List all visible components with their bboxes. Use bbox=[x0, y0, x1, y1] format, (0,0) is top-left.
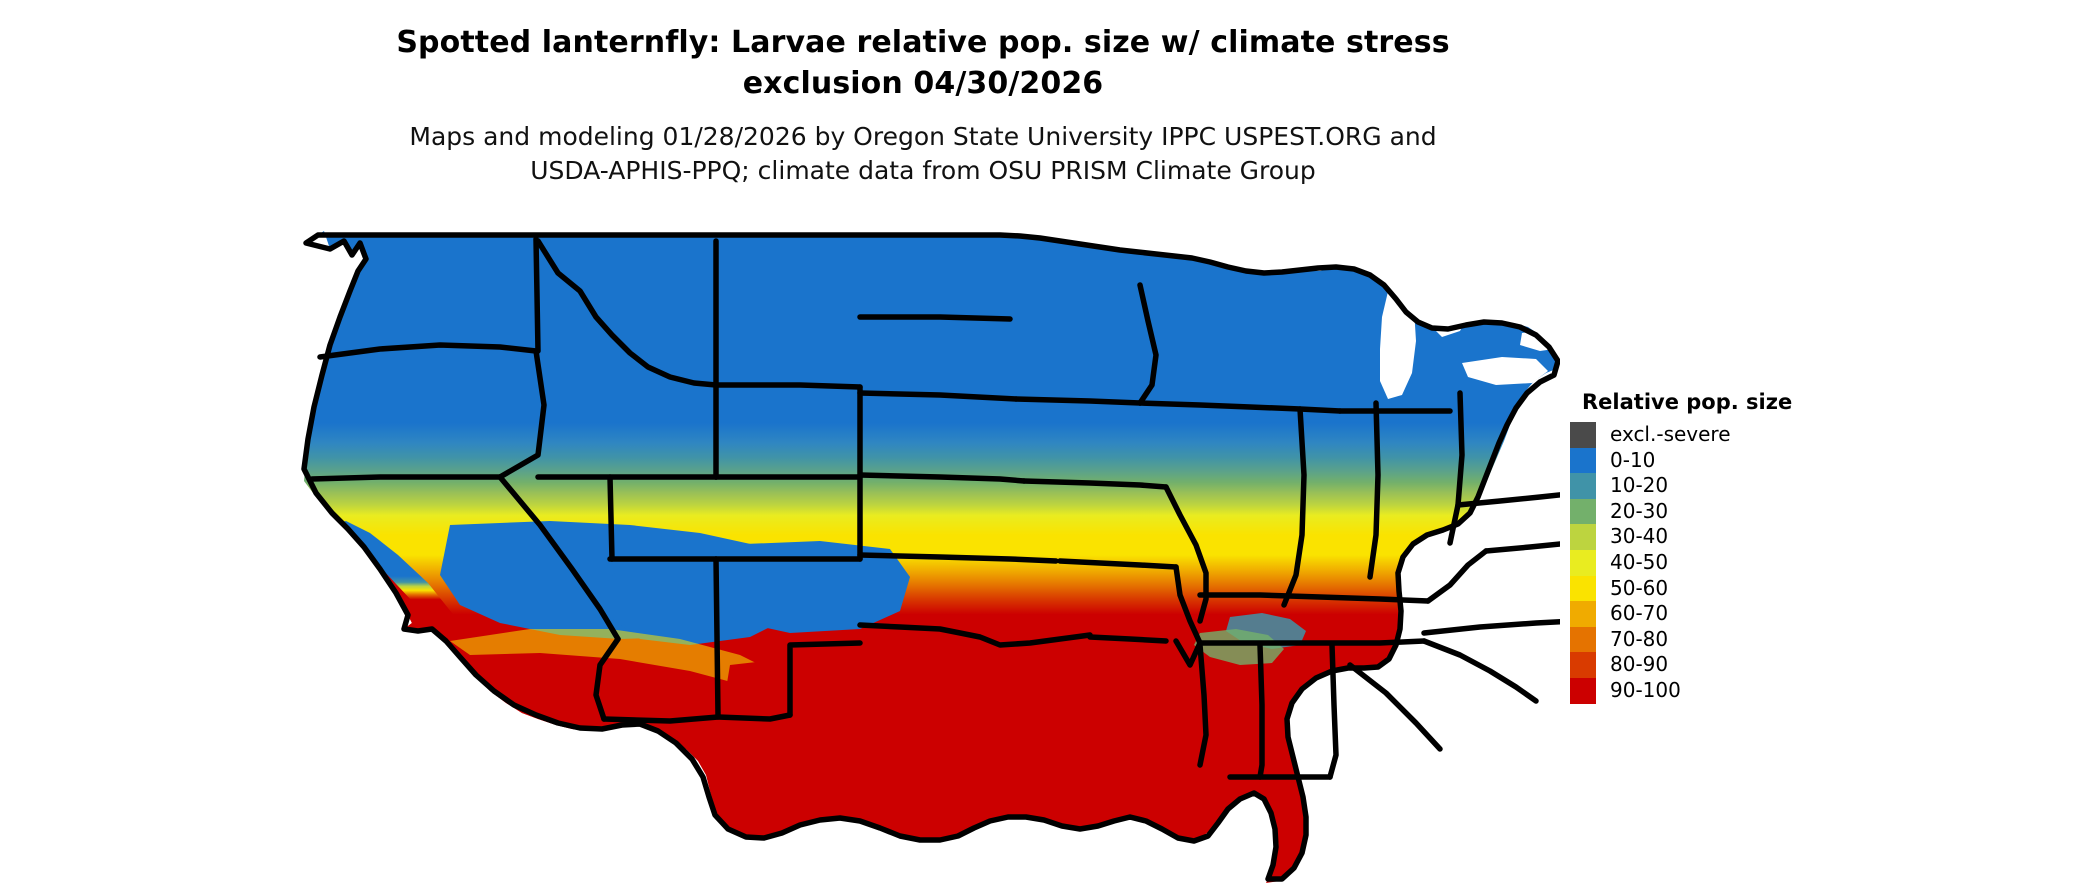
legend-color-swatch bbox=[1570, 601, 1596, 627]
ky-va-wv-border bbox=[1425, 548, 1489, 604]
page-subtitle: Maps and modeling 01/28/2026 by Oregon S… bbox=[0, 120, 1846, 188]
mn-wi-border bbox=[1137, 282, 1159, 406]
legend-color-swatch bbox=[1570, 422, 1596, 448]
national-outline bbox=[301, 232, 1560, 882]
sc-ga-border bbox=[1347, 662, 1443, 752]
legend-color-swatch bbox=[1570, 473, 1596, 499]
nc-va-border bbox=[1421, 619, 1560, 636]
state-borders bbox=[301, 232, 1560, 882]
wa-id-border bbox=[533, 236, 541, 354]
ne-ks-border bbox=[857, 472, 1027, 484]
or-id-border bbox=[497, 348, 547, 480]
legend-item: 90-100 bbox=[1570, 677, 1900, 704]
legend-color-swatch bbox=[1570, 524, 1596, 550]
nv-ca-border bbox=[497, 474, 621, 642]
legend-item-label: 90-100 bbox=[1610, 677, 1681, 702]
il-mo-ia-border bbox=[1163, 484, 1209, 624]
wa-or-border bbox=[317, 342, 539, 360]
legend-title: Relative pop. size bbox=[1582, 390, 1793, 414]
legend-item: 80-90 bbox=[1570, 652, 1900, 678]
subtitle-line-1: Maps and modeling 01/28/2026 by Oregon S… bbox=[409, 122, 1437, 151]
al-ga-border bbox=[1327, 642, 1339, 780]
map-svg bbox=[301, 231, 1560, 883]
ks-ok-border bbox=[857, 552, 1059, 564]
ar-la-border bbox=[1087, 634, 1169, 644]
legend-item: 20-30 bbox=[1570, 498, 1900, 525]
legend-rows: excl.-severe 0-10 10-20 20-30 30-40 40-50 50-6… bbox=[1570, 422, 1900, 704]
oh-wv-pa-border bbox=[1447, 390, 1465, 546]
ia-mo-border bbox=[1021, 478, 1169, 490]
legend-item-label: excl.-severe bbox=[1610, 422, 1731, 446]
legend-color-swatch bbox=[1570, 626, 1596, 653]
nd-sd-border bbox=[857, 314, 1013, 322]
nm-mexico-border bbox=[715, 712, 793, 722]
legend-item-label: 0-10 bbox=[1610, 447, 1656, 472]
legend-item-label: 20-30 bbox=[1610, 498, 1669, 523]
legend-item: 70-80 bbox=[1570, 626, 1900, 653]
legend-item-label: 80-90 bbox=[1610, 652, 1669, 677]
mn-ia-border bbox=[1013, 396, 1143, 406]
nv-ut-border bbox=[607, 474, 615, 562]
ca-az-border bbox=[593, 636, 621, 722]
mt-wy-border bbox=[713, 382, 863, 390]
legend-color-swatch bbox=[1570, 652, 1596, 678]
legend-item: 50-60 bbox=[1570, 575, 1900, 602]
mo-ar-border bbox=[1057, 558, 1179, 570]
legend-item: 10-20 bbox=[1570, 473, 1900, 499]
legend-item: 30-40 bbox=[1570, 524, 1900, 550]
pa-ny-border bbox=[1455, 492, 1560, 508]
legend-item-label: 30-40 bbox=[1610, 524, 1669, 549]
new-mexico-hot-zone bbox=[724, 657, 914, 745]
lake-superior bbox=[1240, 233, 1360, 271]
legend-item-label: 60-70 bbox=[1610, 601, 1669, 626]
nc-sc-border bbox=[1421, 638, 1539, 704]
legend-item-label: 70-80 bbox=[1610, 626, 1669, 651]
wi-il-border bbox=[1137, 400, 1343, 414]
lake-erie bbox=[1462, 357, 1548, 385]
legend-item: 60-70 bbox=[1570, 601, 1900, 627]
la-ms-border bbox=[1197, 642, 1209, 768]
legend-color-swatch bbox=[1570, 575, 1596, 602]
legend-color-swatch bbox=[1570, 498, 1596, 525]
ar-tn-ms-border bbox=[1173, 564, 1203, 668]
legend-item-label: 10-20 bbox=[1610, 473, 1669, 498]
legend-color-swatch bbox=[1570, 447, 1596, 474]
or-ca-border bbox=[309, 474, 503, 482]
title-line-2: exclusion 04/30/2026 bbox=[742, 66, 1104, 101]
legend-item-label: 40-50 bbox=[1610, 549, 1669, 574]
az-nm-border bbox=[713, 556, 721, 718]
legend-item: 40-50 bbox=[1570, 549, 1900, 576]
legend: Relative pop. size excl.-severe 0-10 10-20… bbox=[1570, 390, 1900, 704]
legend-color-swatch bbox=[1570, 549, 1596, 576]
pa-md-border bbox=[1483, 541, 1560, 554]
az-mexico-border bbox=[601, 714, 721, 724]
ms-al-border bbox=[1257, 642, 1265, 780]
title-line-1: Spotted lanternfly: Larvae relative pop.… bbox=[396, 25, 1450, 60]
in-oh-border bbox=[1367, 400, 1381, 580]
ok-tx-border bbox=[857, 622, 1093, 648]
subtitle-line-2: USDA-APHIS-PPQ; climate data from OSU PR… bbox=[530, 156, 1316, 185]
legend-item-label: 50-60 bbox=[1610, 575, 1669, 600]
legend-color-swatch bbox=[1570, 677, 1596, 704]
nm-tx-border bbox=[787, 640, 863, 718]
legend-item: excl.-severe bbox=[1570, 422, 1900, 448]
legend-item: 0-10 bbox=[1570, 447, 1900, 474]
tn-ky-border bbox=[1197, 592, 1431, 604]
id-mt-border bbox=[535, 238, 719, 388]
us-choropleth-map bbox=[300, 225, 1560, 885]
colorado-cool-zone bbox=[712, 541, 910, 633]
il-in-border bbox=[1281, 406, 1307, 608]
tn-al-ga-nc-border bbox=[1197, 638, 1427, 646]
sd-ne-border bbox=[857, 390, 1019, 402]
southwest-transition-band bbox=[450, 629, 786, 693]
lake-huron bbox=[1420, 273, 1472, 337]
page-title: Spotted lanternfly: Larvae relative pop.… bbox=[0, 22, 1846, 104]
